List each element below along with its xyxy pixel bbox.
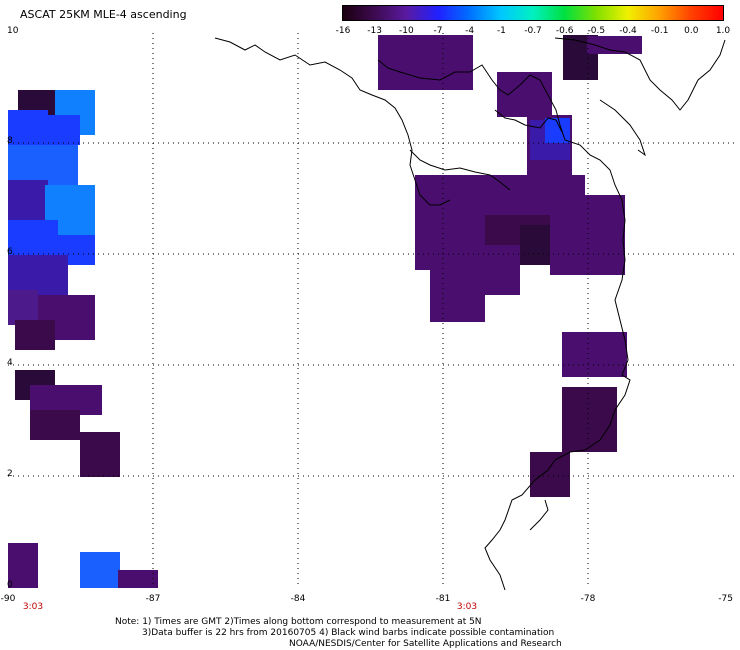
note-line-2: 3)Data buffer is 22 hrs from 20160705 4)…	[142, 628, 555, 638]
coastline-panama	[409, 149, 511, 191]
colorbar-label: -4	[465, 26, 475, 36]
y-tick-label: 10	[7, 26, 19, 36]
data-cell	[520, 225, 555, 265]
data-cell	[40, 115, 80, 145]
x-tick-label: -78	[581, 594, 596, 604]
colorbar-label: -10	[398, 26, 414, 36]
data-cell	[30, 410, 80, 440]
note-line-1: Note: 1) Times are GMT 2)Times along bot…	[115, 617, 482, 627]
data-cell	[118, 570, 158, 588]
data-cell	[8, 290, 38, 325]
data-cells	[8, 35, 642, 588]
colorbar-label: 0.0	[684, 26, 699, 36]
data-cell	[425, 62, 473, 90]
colorbar-label: -0.5	[587, 26, 606, 36]
data-cell	[8, 543, 38, 588]
data-cell	[497, 72, 552, 117]
coastline-colombia	[529, 499, 549, 531]
notes: Note: 1) Times are GMT 2)Times along bot…	[115, 617, 562, 650]
colorbar-label: -7	[433, 26, 443, 36]
data-cell	[530, 452, 570, 497]
y-tick-label: 2	[7, 469, 13, 479]
coastline	[214, 37, 726, 591]
x-tick-label: -84	[291, 594, 306, 604]
data-cell	[587, 36, 642, 54]
note-line-3: NOAA/NESDIS/Center for Satellite Applica…	[289, 639, 562, 649]
y-tick-label: 8	[7, 136, 13, 146]
colorbar-label: -0.4	[619, 26, 637, 36]
colorbar-label: -13	[367, 26, 383, 36]
time-label: 3:03	[23, 602, 43, 612]
x-tick-label: -87	[146, 594, 161, 604]
x-tick-label: -75	[718, 594, 733, 604]
y-tick-label: 0	[7, 580, 13, 590]
colorbar-label: -0.1	[650, 26, 669, 36]
data-cell	[8, 180, 48, 220]
x-tick-label: -90	[1, 594, 16, 604]
data-cell	[562, 387, 617, 452]
data-cell	[545, 118, 570, 143]
axis-labels: -90 -87 -84 -81 -78 -75 0 2 4 6 8 10 3:03 3:03	[1, 26, 733, 612]
coastline-north	[214, 37, 451, 206]
colorbar-label: -0.6	[555, 26, 574, 36]
coastline-island	[599, 99, 646, 157]
colorbar-label: -1	[496, 26, 506, 36]
y-tick-label: 6	[7, 247, 13, 257]
x-tick-label: -81	[436, 594, 451, 604]
data-cell	[80, 432, 120, 477]
gridlines	[8, 33, 735, 587]
colorbar-label: 1.0	[715, 26, 731, 36]
y-tick-label: 4	[7, 358, 13, 368]
data-cell	[8, 255, 68, 295]
data-cell	[80, 552, 120, 588]
time-label: 3:03	[457, 602, 477, 612]
data-cell	[15, 320, 55, 350]
map-title: ASCAT 25KM MLE-4 ascending	[20, 8, 187, 21]
colorbar	[342, 5, 724, 21]
colorbar-label: -0.7	[524, 26, 542, 36]
coastline-nicaragua	[494, 109, 563, 133]
data-cell	[8, 145, 78, 185]
colorbar-label: -16	[335, 26, 351, 36]
data-cell	[475, 245, 520, 295]
coastline-honduras	[377, 59, 631, 591]
data-cell	[562, 332, 627, 377]
coastline-cuba	[554, 37, 726, 111]
